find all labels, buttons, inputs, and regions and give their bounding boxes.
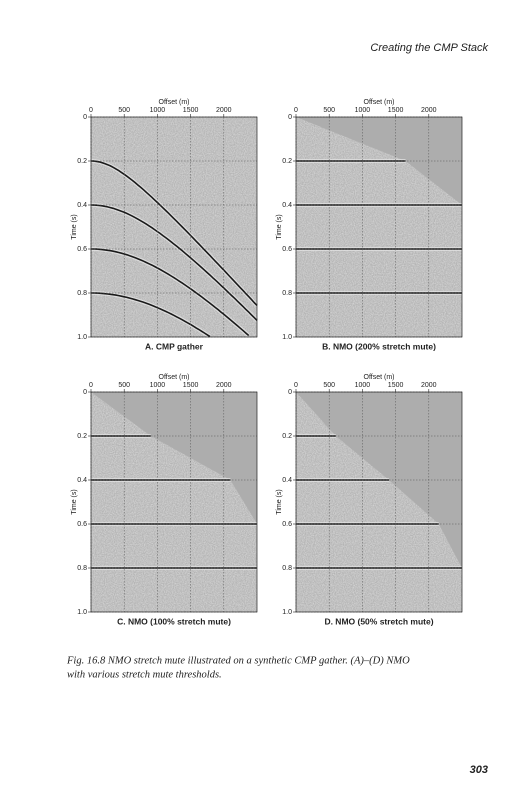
y-tick-label: 0.2: [77, 433, 87, 440]
x-axis-title: Offset (m): [159, 374, 190, 381]
x-axis-title: Offset (m): [364, 374, 395, 381]
y-tick-label: 1.0: [77, 334, 87, 341]
y-tick-label: 0.8: [77, 565, 87, 572]
x-tick-label: 1000: [150, 107, 166, 114]
x-tick-label: 2000: [421, 107, 437, 114]
x-tick-label: 0: [89, 107, 93, 114]
running-header: Creating the CMP Stack: [370, 42, 488, 54]
y-tick-label: 0.6: [282, 246, 292, 253]
y-tick-label: 0.4: [282, 477, 292, 484]
seismic-panel: 0 500 1000 1500 2000 0 0.2 0.4 0.6 0.8 1.0 Offset (…: [276, 374, 463, 626]
reflection: [90, 160, 258, 307]
x-tick-label: 1000: [150, 382, 166, 389]
x-tick-label: 500: [323, 382, 335, 389]
y-axis-title: Time (s): [71, 489, 78, 514]
x-tick-label: 1500: [388, 107, 404, 114]
y-tick-label: 0.8: [282, 290, 292, 297]
caption-line: Fig. 16.8 NMO stretch mute illustrated o…: [66, 655, 410, 666]
y-axis-title: Time (s): [71, 214, 78, 239]
page-number: 303: [470, 764, 488, 776]
x-tick-label: 1500: [388, 382, 404, 389]
seismic-panel: 0 500 1000 1500 2000 0 0.2 0.4 0.6 0.8 1.0 Offset (…: [276, 99, 463, 351]
seismic-panel: 0 500 1000 1500 2000 0 0.2 0.4 0.6 0.8 1.0 Offset (…: [71, 99, 259, 351]
y-tick-label: 0: [288, 114, 292, 121]
y-tick-label: 0.2: [282, 433, 292, 440]
x-tick-label: 2000: [421, 382, 437, 389]
panel-label: C. NMO (100% stretch mute): [117, 616, 231, 626]
y-tick-label: 0.2: [77, 158, 87, 165]
panel-label: B. NMO (200% stretch mute): [322, 341, 436, 351]
x-axis-title: Offset (m): [364, 99, 395, 106]
panel-frame: [90, 116, 258, 338]
panel-label: A. CMP gather: [145, 341, 204, 351]
y-tick-label: 1.0: [282, 609, 292, 616]
y-tick-label: 0.4: [282, 202, 292, 209]
x-tick-label: 1500: [183, 107, 199, 114]
x-tick-label: 500: [323, 107, 335, 114]
panel-frame: [295, 391, 463, 613]
y-axis-title: Time (s): [276, 214, 283, 239]
x-axis-title: Offset (m): [159, 99, 190, 106]
y-tick-label: 0.8: [77, 290, 87, 297]
panel-frame: [295, 116, 463, 338]
x-tick-label: 0: [89, 382, 93, 389]
y-axis-title: Time (s): [276, 489, 283, 514]
panel-frame: [90, 391, 258, 613]
y-tick-label: 0.6: [77, 246, 87, 253]
x-tick-label: 2000: [216, 107, 232, 114]
reflection: [91, 292, 211, 338]
reflection: [91, 248, 250, 337]
caption-line: with various stretch mute thresholds.: [67, 669, 222, 680]
x-tick-label: 0: [294, 107, 298, 114]
seismic-panel: 0 500 1000 1500 2000 0 0.2 0.4 0.6 0.8 1.0 Offset (…: [71, 374, 258, 626]
x-tick-label: 1000: [355, 382, 371, 389]
reflection: [90, 204, 258, 321]
y-tick-label: 0: [83, 389, 87, 396]
y-tick-label: 0: [288, 389, 292, 396]
y-tick-label: 0: [83, 114, 87, 121]
y-tick-label: 0.6: [282, 521, 292, 528]
y-tick-label: 1.0: [282, 334, 292, 341]
y-tick-label: 0.8: [282, 565, 292, 572]
y-tick-label: 0.2: [282, 158, 292, 165]
x-tick-label: 500: [118, 107, 130, 114]
x-tick-label: 500: [118, 382, 130, 389]
y-tick-label: 0.6: [77, 521, 87, 528]
y-tick-label: 0.4: [77, 477, 87, 484]
noise-texture: [91, 117, 257, 337]
x-tick-label: 0: [294, 382, 298, 389]
y-tick-label: 1.0: [77, 609, 87, 616]
x-tick-label: 1500: [183, 382, 199, 389]
x-tick-label: 2000: [216, 382, 232, 389]
panel-label: D. NMO (50% stretch mute): [324, 616, 433, 626]
y-tick-label: 0.4: [77, 202, 87, 209]
x-tick-label: 1000: [355, 107, 371, 114]
